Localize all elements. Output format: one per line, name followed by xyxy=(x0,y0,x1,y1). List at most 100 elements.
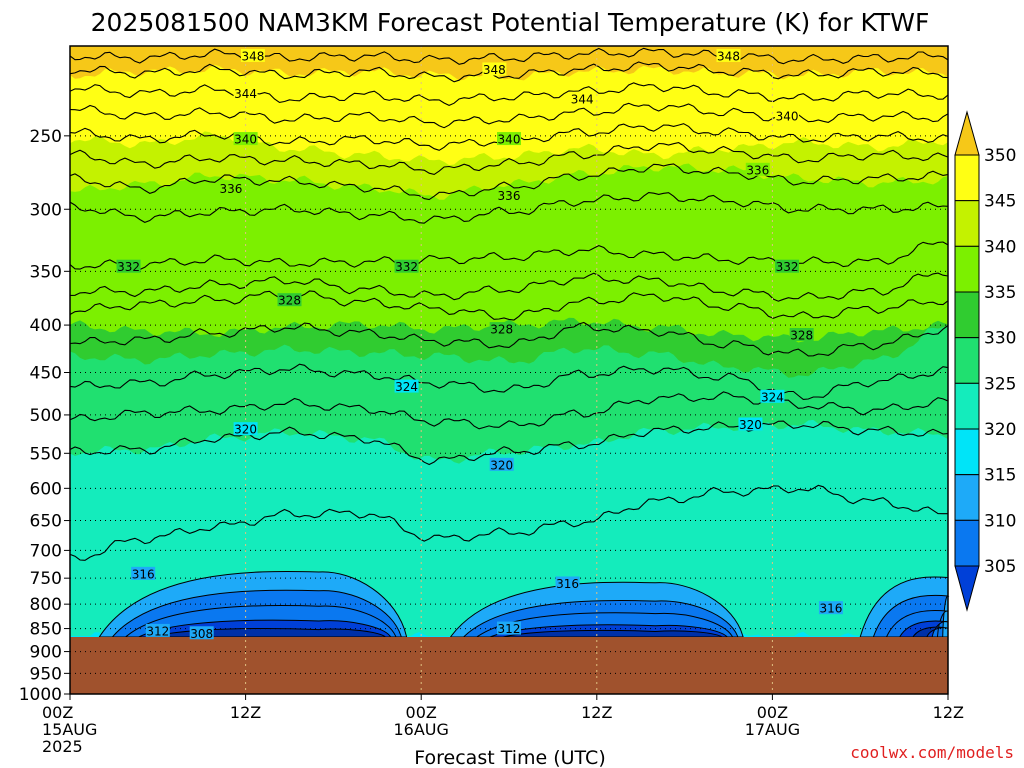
contour-label-340: 340 xyxy=(498,133,521,147)
colorbar-box-325 xyxy=(954,382,980,430)
y-tick-label-700: 700 xyxy=(30,541,62,561)
x-tick-label-0-1: 15AUG xyxy=(42,720,97,739)
isentrope-334 xyxy=(69,192,949,224)
isentrope-328 xyxy=(69,290,949,321)
colorbar-bottom-arrow xyxy=(954,565,980,612)
contour-label-bg xyxy=(497,621,521,635)
contour-label-bg xyxy=(145,623,170,637)
isentrope-332 xyxy=(69,241,949,271)
x-tick-label-24-1: 16AUG xyxy=(393,720,448,739)
colorbar-label-320: 320 xyxy=(984,420,1016,440)
dotted-grid xyxy=(70,46,948,695)
colorbar-label-310: 310 xyxy=(984,511,1016,531)
contour-label-344: 344 xyxy=(571,92,594,106)
contour-label-bg xyxy=(482,62,507,76)
contour-label-340: 340 xyxy=(776,110,799,124)
isentrope-318 xyxy=(69,484,948,561)
x-tick-label-0-2: 2025 xyxy=(42,737,83,756)
cold-pocket-1-306 xyxy=(502,629,724,638)
contour-label-bg xyxy=(394,379,419,393)
contour-label-324: 324 xyxy=(761,390,784,404)
contour-label-bg xyxy=(240,48,265,62)
contour-label-bg xyxy=(489,457,514,471)
contour-label-bg xyxy=(570,91,595,105)
contour-label-340: 340 xyxy=(234,133,257,147)
x-tick-label-60-0: 12Z xyxy=(933,703,964,722)
colorbar-legend: 350 345 340 335 330 325 320 315 310 305 xyxy=(954,110,1016,612)
contour-label-320: 320 xyxy=(490,458,513,472)
contour-label-bg xyxy=(233,132,258,146)
colorbar-box-345 xyxy=(954,200,980,247)
contour-label-bg xyxy=(233,422,258,436)
contour-label-320: 320 xyxy=(739,418,762,432)
isentrope-348 xyxy=(69,47,949,65)
colorbar-box-335 xyxy=(954,291,980,339)
contour-label-312: 312 xyxy=(146,624,169,638)
y-tick-label-450: 450 xyxy=(30,364,62,384)
x-tick-label-0-0: 00Z xyxy=(42,703,73,722)
contour-label-336: 336 xyxy=(220,182,243,196)
y-tick-label-850: 850 xyxy=(30,620,62,640)
y-tick-label-950: 950 xyxy=(30,664,62,684)
y-tick-label-800: 800 xyxy=(30,595,62,615)
isentrope-contours xyxy=(69,47,949,561)
contour-label-316: 316 xyxy=(556,577,579,591)
colorbar-label-330: 330 xyxy=(984,329,1016,349)
x-tick-label-48-0: 00Z xyxy=(757,703,788,722)
contour-label-bg xyxy=(760,389,785,403)
y-tick-label-750: 750 xyxy=(30,569,62,589)
isentrope-346 xyxy=(69,61,949,83)
chart-title: 2025081500 NAM3KM Forecast Potential Tem… xyxy=(91,8,930,37)
contour-label-bg xyxy=(131,566,156,580)
y-tick-label-350: 350 xyxy=(30,262,62,282)
contour-labels: 348 348 348 344 344 340 340 340 336 336 336 332 332 3… xyxy=(116,48,843,641)
y-tick-label-250: 250 xyxy=(30,127,62,147)
contour-label-308: 308 xyxy=(190,627,213,641)
contour-label-336: 336 xyxy=(746,163,769,177)
colorbar-box-310 xyxy=(954,519,980,567)
contour-label-bg xyxy=(489,322,514,336)
colorbar-label-305: 305 xyxy=(984,557,1016,577)
y-tick-label-1000: 1000 xyxy=(19,685,62,705)
contour-label-332: 332 xyxy=(395,260,418,274)
contour-label-bg xyxy=(218,181,243,195)
contour-label-332: 332 xyxy=(776,260,799,274)
contour-label-312: 312 xyxy=(498,622,521,636)
colorbar-box-340 xyxy=(954,245,980,293)
contour-label-bg xyxy=(497,132,521,146)
contour-label-bg xyxy=(818,601,843,615)
y-tick-label-550: 550 xyxy=(30,444,62,464)
contour-label-348: 348 xyxy=(483,63,506,77)
colorbar-box-320 xyxy=(954,428,980,476)
boundary-layer-cold-pockets xyxy=(98,570,950,638)
contour-label-320: 320 xyxy=(234,423,257,437)
isentrope-320 xyxy=(69,420,949,466)
contour-label-324: 324 xyxy=(395,380,418,394)
contour-label-bg xyxy=(555,576,580,590)
contour-label-bg xyxy=(745,162,770,176)
colorbar-label-315: 315 xyxy=(984,466,1016,486)
contour-label-bg xyxy=(394,259,419,273)
contour-label-bg xyxy=(189,626,214,640)
contour-label-bg xyxy=(789,328,814,342)
contour-label-344: 344 xyxy=(234,87,257,101)
contour-label-bg xyxy=(716,48,741,62)
isentrope-330 xyxy=(69,272,949,302)
contour-label-bg xyxy=(116,259,141,273)
contour-label-bg xyxy=(233,86,258,100)
contour-label-332: 332 xyxy=(117,260,140,274)
terrain-below-ground xyxy=(70,637,948,694)
colorbar-label-350: 350 xyxy=(984,146,1016,166)
isentrope-324 xyxy=(69,363,949,400)
contour-label-bg xyxy=(738,417,763,431)
contour-label-328: 328 xyxy=(790,329,813,343)
contour-label-316: 316 xyxy=(819,602,842,616)
isentrope-344 xyxy=(69,82,949,107)
colorbar-label-335: 335 xyxy=(984,283,1016,303)
x-tick-label-36-0: 12Z xyxy=(581,703,612,722)
contour-label-bg xyxy=(775,259,800,273)
contour-label-348: 348 xyxy=(717,49,740,63)
y-tick-label-400: 400 xyxy=(30,316,62,336)
